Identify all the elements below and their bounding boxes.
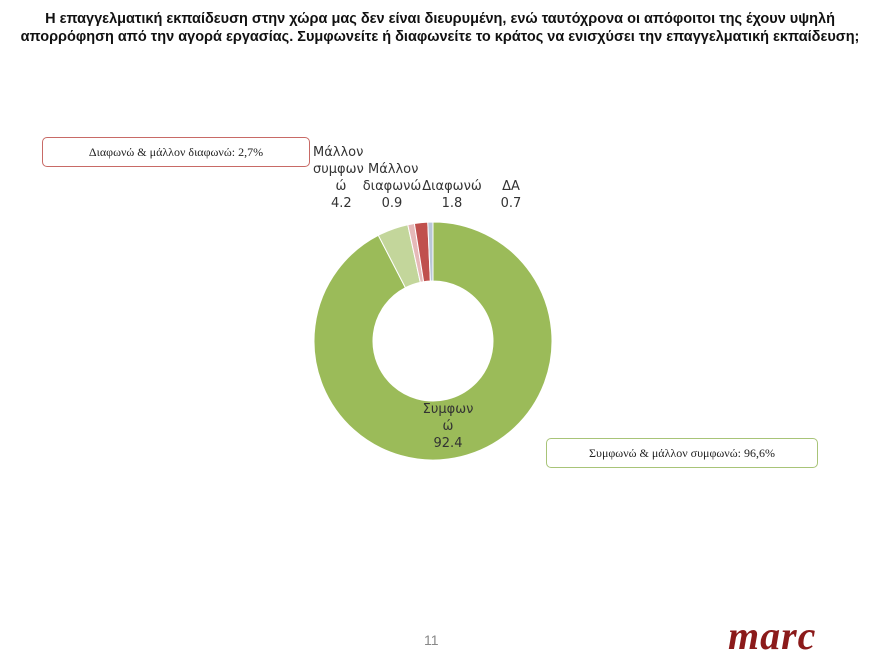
label-na: ΔΑ 0.7 [496,178,526,212]
label-value: 92.4 [433,436,463,451]
label-text: Συμφων [422,402,474,417]
label-value: 4.2 [331,196,352,211]
donut-segment-agree [313,221,553,461]
agree-total-text: Συμφωνώ & μάλλον συμφωνώ: 96,6% [589,445,775,460]
donut-segment-na [427,221,434,282]
disagree-total-callout: Διαφωνώ & μάλλον διαφωνώ: 2,7% [42,137,310,167]
label-rather-agree-cont: ώ 4.2 [331,178,352,212]
label-text: Διαφωνώ [422,179,482,194]
label-text: συμφων [313,162,364,177]
label-text: διαφωνώ [362,179,422,194]
page-number: 11 [424,632,439,648]
label-text: ΔΑ [502,179,520,194]
label-value: 1.8 [441,196,463,211]
label-text: ώ [335,179,347,194]
label-text: Μάλλον [313,145,364,160]
label-rather-disagree: Μάλλον [368,161,418,178]
marc-logo: marc [728,613,817,658]
label-value: 0.9 [381,196,403,211]
label-agree: Συμφων ώ 92.4 [418,401,478,452]
label-rather-disagree-cont: διαφωνώ 0.9 [360,178,424,212]
label-rather-agree: Μάλλον συμφων [313,144,364,178]
label-text: Μάλλον [368,162,419,177]
label-disagree: Διαφωνώ 1.8 [420,178,484,212]
agree-total-callout: Συμφωνώ & μάλλον συμφωνώ: 96,6% [546,438,818,468]
disagree-total-text: Διαφωνώ & μάλλον διαφωνώ: 2,7% [88,144,264,159]
label-value: 0.7 [500,196,522,211]
chart-title: Η επαγγελματική εκπαίδευση στην χώρα μας… [20,11,860,45]
label-text: ώ [442,419,454,434]
